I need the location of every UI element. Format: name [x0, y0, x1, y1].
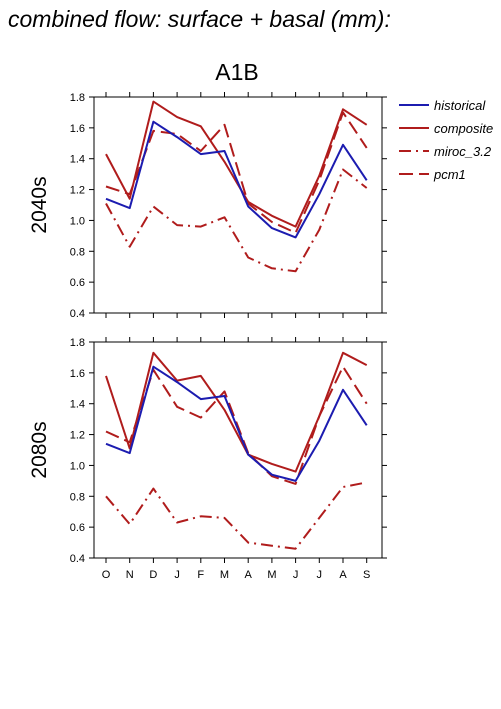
y-tick-label: 1.8	[70, 337, 85, 349]
y-tick-label: 1.0	[70, 460, 85, 472]
legend-label: composite	[434, 121, 493, 136]
legend-label: historical	[434, 98, 486, 113]
series-line-miroc-3-2	[105, 481, 367, 550]
legend-label: miroc_3.2	[434, 144, 492, 159]
series-line-historical	[105, 365, 368, 482]
panel-label: 2080s	[28, 421, 51, 478]
legend-item: pcm1	[399, 167, 466, 182]
panel-label: 2040s	[28, 176, 51, 233]
legend-item: composite	[399, 121, 493, 136]
y-tick-label: 1.2	[70, 185, 85, 197]
y-tick-label: 1.4	[70, 154, 85, 166]
y-tick-label: 1.8	[70, 92, 85, 104]
series-line-miroc-3-2	[105, 168, 368, 273]
y-tick-label: 1.6	[70, 123, 85, 135]
legend-label: pcm1	[433, 167, 466, 182]
legend-item: historical	[399, 98, 486, 113]
x-tick-label: J	[293, 569, 299, 581]
y-tick-label: 0.8	[70, 246, 85, 258]
series-line-pcm1	[105, 111, 368, 234]
y-tick-label: 0.6	[70, 277, 85, 289]
x-tick-label: D	[149, 569, 157, 581]
panel-2040s: 0.4 0.6 0.8 1.0 1.2 1.4 1.6 1.8 2040s	[28, 92, 387, 320]
y-tick-label: 0.4	[70, 308, 85, 320]
x-tick-label: J	[174, 569, 180, 581]
legend: historical composite miroc_3.2 pcm1	[399, 98, 493, 182]
legend-item: miroc_3.2	[399, 144, 492, 159]
y-tick-label: 1.2	[70, 430, 85, 442]
y-tick-label: 1.6	[70, 368, 85, 380]
x-tick-label: M	[220, 569, 229, 581]
x-tick-label: O	[102, 569, 111, 581]
x-tick-label: J	[317, 569, 323, 581]
series-line-composite	[105, 351, 368, 473]
series-line-composite	[105, 100, 368, 228]
x-tick-label: A	[245, 569, 253, 581]
series-line-historical	[105, 120, 368, 239]
panel-2080s: 0.4 0.6 0.8 1.0 1.2 1.4 1.6 1.8 O N D J F M A M J J A S 2080…	[28, 337, 387, 581]
plot-frame	[93, 341, 383, 559]
y-tick-label: 0.6	[70, 522, 85, 534]
x-tick-label: A	[339, 569, 347, 581]
y-tick-label: 0.8	[70, 491, 85, 503]
y-tick-label: 0.4	[70, 553, 85, 565]
page-title: combined flow: surface + basal (mm):	[8, 6, 391, 32]
y-tick-label: 1.0	[70, 215, 85, 227]
x-tick-label: F	[197, 569, 204, 581]
scenario-title: A1B	[215, 59, 258, 85]
plot-frame	[93, 96, 383, 314]
y-tick-label: 1.4	[70, 399, 85, 411]
x-tick-label: M	[267, 569, 276, 581]
x-tick-label: S	[363, 569, 370, 581]
x-tick-label: N	[126, 569, 134, 581]
